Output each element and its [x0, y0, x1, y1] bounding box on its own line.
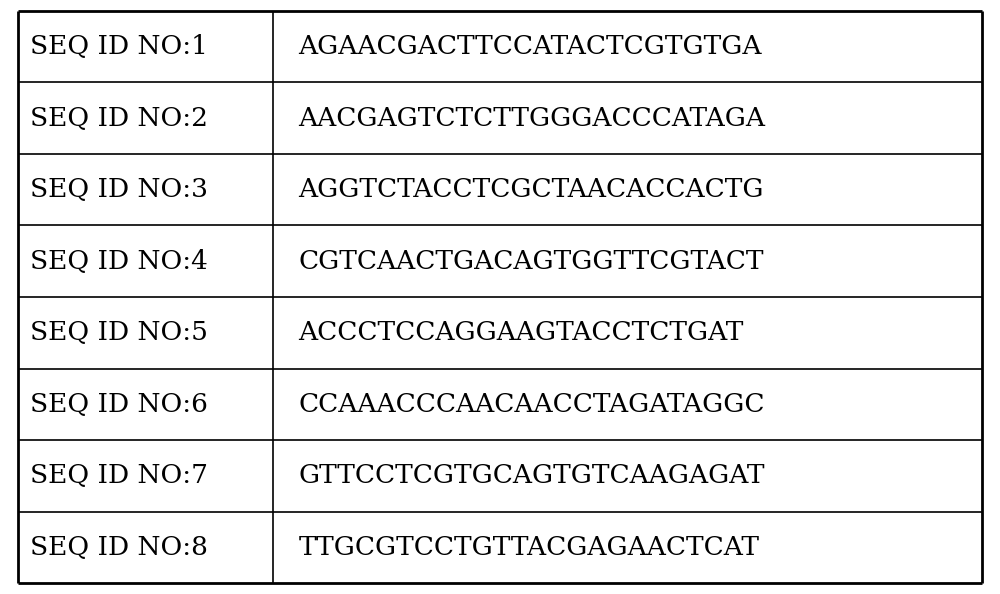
Text: SEQ ID NO:2: SEQ ID NO:2: [30, 106, 208, 131]
Text: AGAACGACTTCCATACTCGTGTGA: AGAACGACTTCCATACTCGTGTGA: [298, 34, 762, 59]
Text: SEQ ID NO:7: SEQ ID NO:7: [30, 463, 208, 488]
Text: SEQ ID NO:8: SEQ ID NO:8: [30, 535, 208, 560]
Text: AGGTCTACCTCGCTAACACCACTG: AGGTCTACCTCGCTAACACCACTG: [298, 177, 764, 202]
Text: SEQ ID NO:1: SEQ ID NO:1: [30, 34, 208, 59]
Text: AACGAGTCTCTTGGGACCCATAGA: AACGAGTCTCTTGGGACCCATAGA: [298, 106, 765, 131]
Text: SEQ ID NO:6: SEQ ID NO:6: [30, 392, 208, 417]
Text: TTGCGTCCTGTTACGAGAACTCAT: TTGCGTCCTGTTACGAGAACTCAT: [298, 535, 759, 560]
Text: SEQ ID NO:5: SEQ ID NO:5: [30, 320, 208, 345]
Text: GTTCCTCGTGCAGTGTCAAGAGAT: GTTCCTCGTGCAGTGTCAAGAGAT: [298, 463, 765, 488]
Text: SEQ ID NO:3: SEQ ID NO:3: [30, 177, 208, 202]
Text: CGTCAACTGACAGTGGTTCGTACT: CGTCAACTGACAGTGGTTCGTACT: [298, 249, 764, 274]
Text: ACCCTCCAGGAAGTACCTCTGAT: ACCCTCCAGGAAGTACCTCTGAT: [298, 320, 744, 345]
Text: SEQ ID NO:4: SEQ ID NO:4: [30, 249, 208, 274]
Text: CCAAACCCAACAACCTAGATAGGC: CCAAACCCAACAACCTAGATAGGC: [298, 392, 765, 417]
